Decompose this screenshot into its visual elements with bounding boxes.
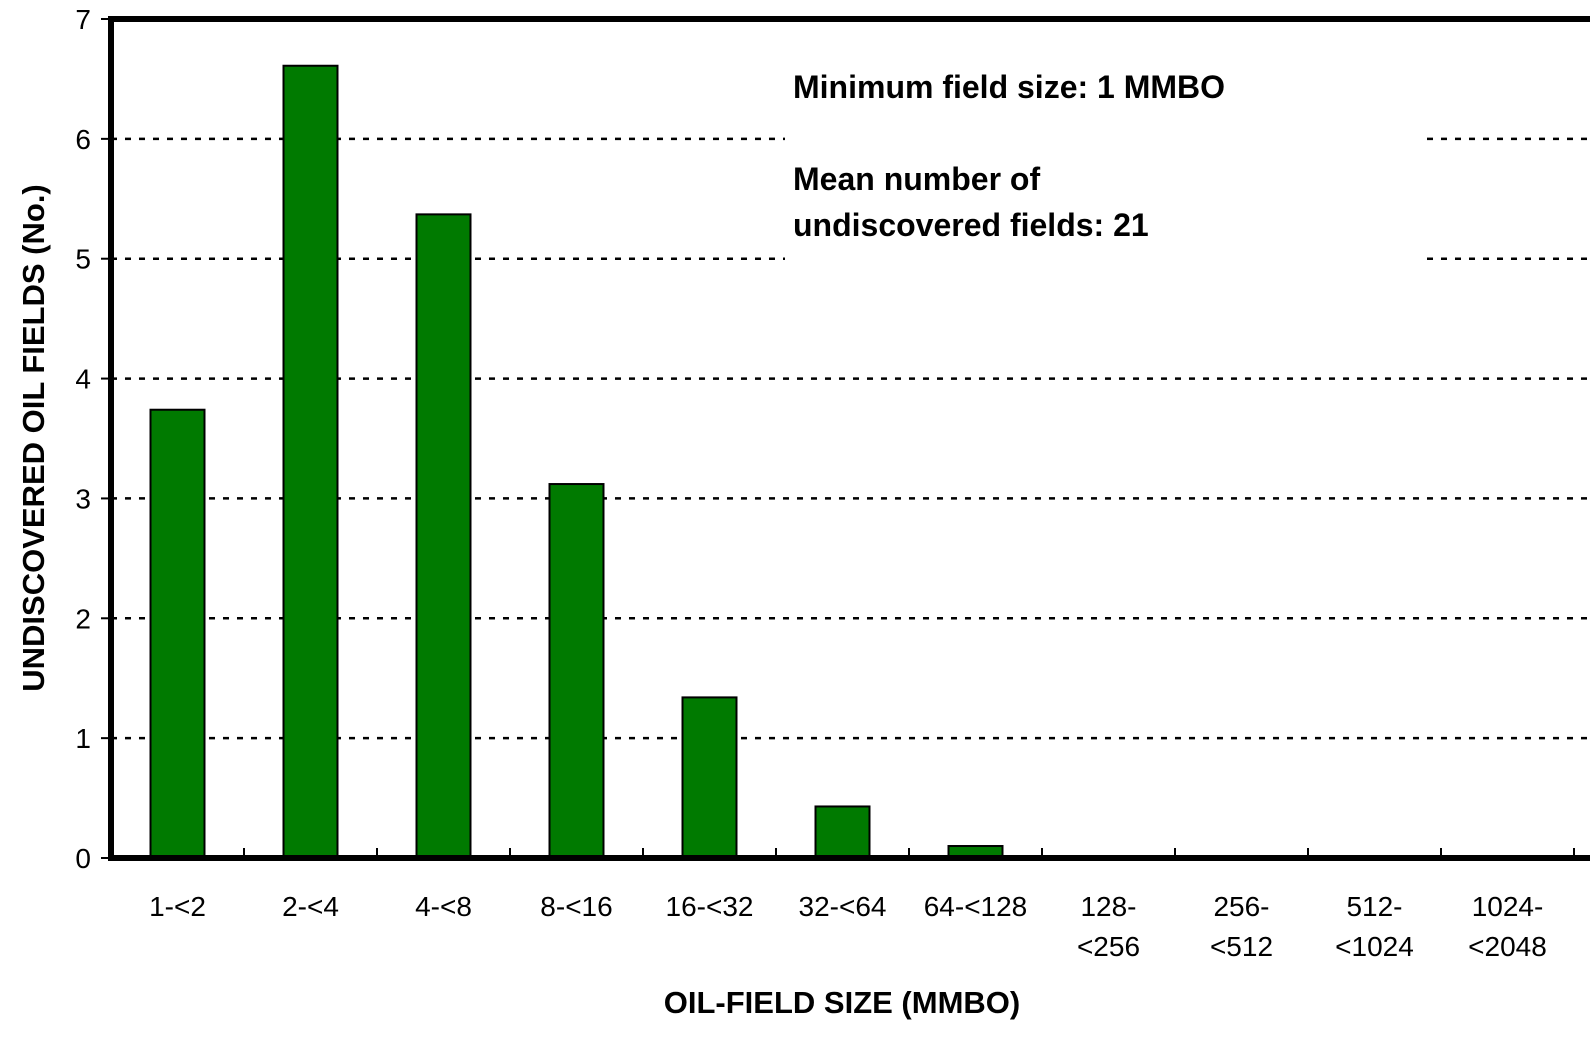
x-tick-label-4-<8: 4-<8: [415, 891, 472, 922]
x-tick-label-64-<128: 64-<128: [924, 891, 1028, 922]
y-tick-label-4: 4: [75, 364, 91, 395]
axes: [101, 16, 1590, 861]
bar-4-<8: [415, 213, 472, 860]
x-tick-label-128-<256: 128-<256: [1077, 891, 1140, 962]
x-tick-label-16-<32: 16-<32: [666, 891, 754, 922]
annotation-mean-number-line2: undiscovered fields: 21: [793, 207, 1149, 243]
y-axis-title: UNDISCOVERED OIL FIELDS (No.): [16, 184, 51, 692]
x-tick-label-1024-<2048: 1024-<2048: [1468, 891, 1547, 962]
y-tick-label-1: 1: [75, 723, 91, 754]
x-tick-label-32-<64: 32-<64: [799, 891, 887, 922]
x-tick-label-512-<1024: 512-<1024: [1335, 891, 1414, 962]
x-tick-label-8-<16: 8-<16: [540, 891, 612, 922]
x-axis-title: OIL-FIELD SIZE (MMBO): [664, 985, 1020, 1020]
bar-32-<64: [814, 805, 871, 859]
annotation-min-field-size: Minimum field size: 1 MMBO: [793, 69, 1225, 105]
y-tick-label-7: 7: [75, 4, 91, 35]
tick-labels: 0 1 2 3 4 5 6 7 1-<2 2-<4 4-<8 8-<16 16-<32 32-<64 64-…: [75, 4, 1546, 962]
y-tick-label-0: 0: [75, 843, 91, 874]
annotation-mean-number-line1: Mean number of: [793, 161, 1040, 197]
y-tick-label-2: 2: [75, 603, 91, 634]
bars: [149, 64, 1004, 860]
bar-16-<32: [681, 696, 738, 859]
bar-2-<4: [282, 64, 339, 860]
y-tick-label-6: 6: [75, 124, 91, 155]
bar-8-<16: [548, 483, 605, 859]
annotation-background: [785, 60, 1425, 260]
x-tick-label-256-<512: 256-<512: [1210, 891, 1273, 962]
x-tick-label-1-<2: 1-<2: [149, 891, 206, 922]
y-tick-label-3: 3: [75, 483, 91, 514]
x-tick-label-2-<4: 2-<4: [282, 891, 339, 922]
y-tick-label-5: 5: [75, 244, 91, 275]
bar-1-<2: [149, 408, 206, 859]
